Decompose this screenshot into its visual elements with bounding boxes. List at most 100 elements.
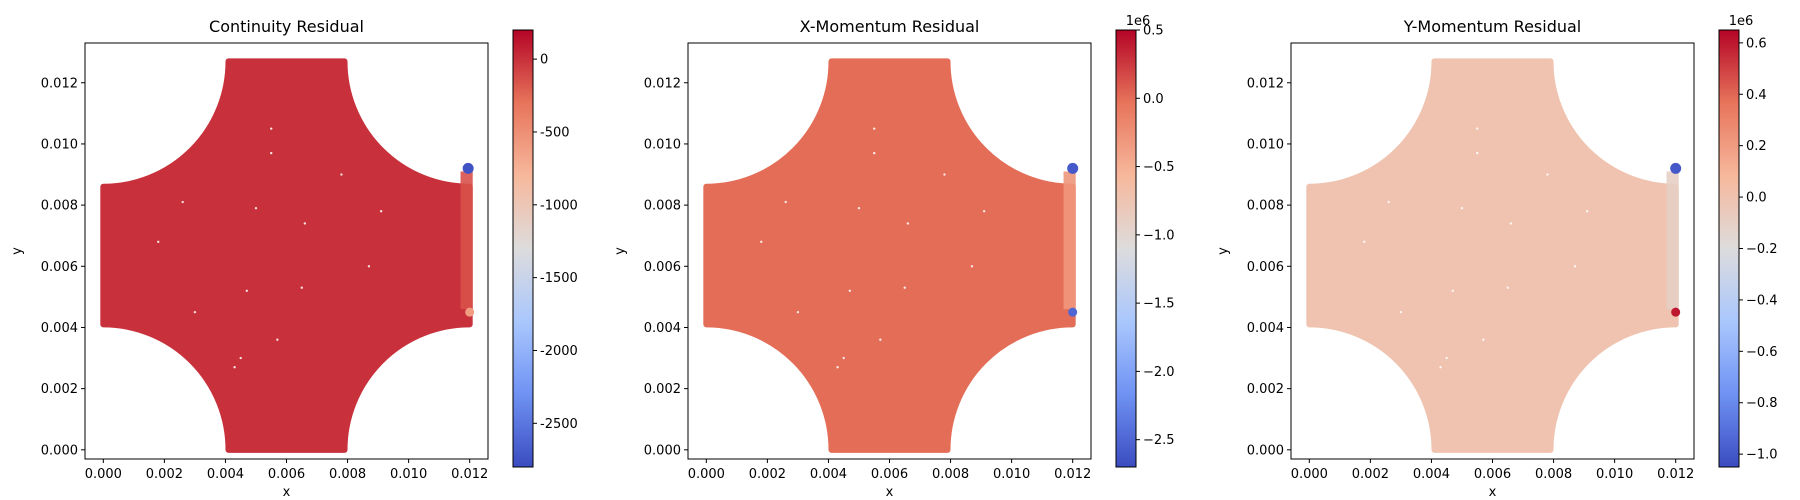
hotspot-point-1 [1067, 162, 1079, 174]
y-tick-label: 0.012 [41, 76, 78, 91]
hotspot-point-2 [1068, 307, 1078, 317]
y-tick-label: 0.008 [644, 199, 681, 214]
hotspot-point-1 [462, 162, 474, 174]
colorbar-tick-label: 0 [540, 53, 548, 68]
colorbar-tick-label: −2.5 [1143, 433, 1175, 448]
gap-speck-8 [1506, 286, 1509, 289]
gap-speck-14 [379, 210, 383, 213]
gap-speck-14 [1585, 210, 1589, 213]
gap-speck-10 [796, 310, 800, 314]
y-tick-label: 0.006 [1247, 260, 1284, 275]
y-tick-label: 0.010 [644, 137, 681, 152]
colorbar-exponent-label: 1e6 [1729, 14, 1754, 29]
colorbar [512, 29, 534, 468]
gap-speck-15 [1460, 206, 1464, 210]
colorbar [1718, 29, 1740, 468]
gap-speck-3 [1546, 173, 1549, 176]
y-tick-label: 0.010 [1247, 137, 1284, 152]
residual-field [703, 58, 1076, 453]
gap-speck-13 [276, 338, 279, 341]
panels: 0.000 0.002 0.004 0.006 0.008 0.010 0.0120.000… [10, 14, 1778, 500]
colorbar-tick-label: −2.0 [1143, 365, 1175, 380]
gap-speck-2 [1476, 151, 1479, 155]
x-tick-label: 0.012 [1657, 467, 1694, 482]
x-tick-label: 0.012 [1054, 467, 1091, 482]
colorbar-tick-label: 0.2 [1746, 139, 1767, 154]
gap-speck-5 [157, 240, 160, 244]
y-tick-label: 0.002 [644, 382, 681, 397]
y-axis-label: y [613, 247, 628, 255]
x-tick-label: 0.006 [268, 467, 305, 482]
gap-speck-1 [873, 127, 876, 130]
colorbar-exponent-label: 1e6 [1126, 14, 1151, 29]
x-tick-label: 0.006 [1474, 467, 1511, 482]
gap-speck-12 [836, 366, 839, 369]
gap-speck-12 [1439, 366, 1442, 369]
y-tick-label: 0.012 [644, 76, 681, 91]
colorbar-tick-label: −1.5 [1143, 297, 1175, 312]
gap-speck-6 [784, 200, 787, 204]
gap-speck-14 [982, 210, 986, 213]
x-tick-label: 0.008 [932, 467, 969, 482]
x-tick-label: 0.012 [451, 467, 488, 482]
gap-speck-8 [300, 286, 303, 289]
y-tick-label: 0.006 [644, 260, 681, 275]
panel-title: X-Momentum Residual [800, 17, 980, 36]
panel-title: Continuity Residual [209, 17, 364, 36]
gap-speck-11 [1445, 356, 1448, 360]
panel-2: 0.000 0.002 0.004 0.006 0.008 0.010 0.012 0.000… [613, 14, 1175, 500]
panel-1: 0.000 0.002 0.004 0.006 0.008 0.010 0.012 0.000… [10, 17, 578, 500]
gap-speck-5 [760, 240, 763, 244]
colorbar-tick-label: 0.6 [1746, 36, 1767, 51]
y-axis-label: y [1216, 247, 1231, 255]
gap-speck-15 [254, 206, 258, 210]
gap-speck-2 [873, 151, 876, 155]
y-axis-label: y [10, 247, 25, 255]
x-tick-label: 0.000 [85, 467, 122, 482]
y-tick-label: 0.000 [1247, 443, 1284, 458]
gap-speck-2 [270, 151, 273, 155]
gap-speck-3 [340, 173, 343, 176]
colorbar-tick-label: 0.4 [1746, 88, 1767, 103]
x-tick-label: 0.004 [1413, 467, 1450, 482]
hotspot-point-1 [1670, 162, 1682, 174]
colorbar-tick-label: −1.0 [1746, 448, 1778, 463]
right-boundary-strip [460, 171, 473, 310]
colorbar-tick-label: -1500 [540, 271, 578, 286]
gap-speck-4 [303, 222, 307, 225]
right-boundary-strip [1063, 171, 1076, 310]
colorbar-tick-label: 0.0 [1143, 92, 1164, 107]
x-tick-label: 0.004 [810, 467, 847, 482]
colorbar-tick-label: 0.0 [1746, 191, 1767, 206]
panel-3: 0.000 0.002 0.004 0.006 0.008 0.010 0.012 0.000… [1216, 14, 1778, 500]
gap-speck-10 [1399, 310, 1403, 314]
hotspot-point-2 [465, 307, 475, 317]
gap-speck-9 [367, 265, 371, 268]
colorbar-tick-label: 0.5 [1143, 24, 1164, 39]
gap-speck-5 [1363, 240, 1366, 244]
gap-speck-7 [1451, 289, 1455, 292]
gap-speck-7 [848, 289, 852, 292]
x-axis-label: x [283, 485, 291, 500]
colorbar-tick-label: −1.0 [1143, 228, 1175, 243]
gap-speck-9 [970, 265, 974, 268]
right-boundary-strip [1666, 171, 1679, 310]
gap-speck-13 [1482, 338, 1485, 341]
y-tick-label: 0.008 [41, 199, 78, 214]
x-tick-label: 0.008 [329, 467, 366, 482]
colorbar-tick-label: -1000 [540, 198, 578, 213]
y-tick-label: 0.010 [41, 137, 78, 152]
colorbar-tick-label: −0.6 [1746, 345, 1778, 360]
y-tick-label: 0.008 [1247, 199, 1284, 214]
gap-speck-13 [879, 338, 882, 341]
x-tick-label: 0.010 [1596, 467, 1633, 482]
x-tick-label: 0.000 [688, 467, 725, 482]
panel-title: Y-Momentum Residual [1403, 17, 1581, 36]
gap-speck-4 [1509, 222, 1513, 225]
gap-speck-11 [239, 356, 242, 360]
x-tick-label: 0.002 [749, 467, 786, 482]
y-tick-label: 0.002 [41, 382, 78, 397]
x-axis-label: x [1489, 485, 1497, 500]
gap-speck-1 [1476, 127, 1479, 130]
